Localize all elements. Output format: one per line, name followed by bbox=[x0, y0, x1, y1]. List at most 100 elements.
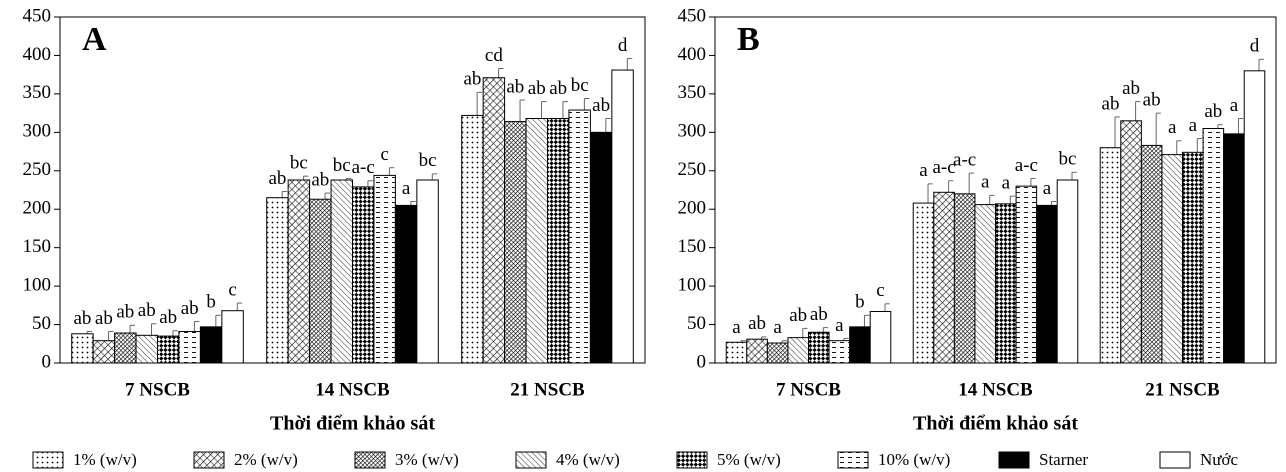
bar bbox=[266, 197, 289, 364]
significance-label: a bbox=[919, 160, 928, 181]
bar bbox=[330, 179, 353, 364]
y-tick-label: 400 bbox=[23, 44, 52, 65]
significance-label: a-c bbox=[953, 149, 976, 170]
significance-label: a bbox=[981, 172, 990, 193]
legend-label: 4% (w/v) bbox=[556, 450, 620, 469]
y-tick-label: 50 bbox=[32, 313, 51, 334]
bar bbox=[157, 335, 180, 364]
bar bbox=[221, 310, 244, 364]
legend-swatch bbox=[193, 451, 225, 469]
legend-label: 2% (w/v) bbox=[234, 450, 298, 469]
x-tick-label: 21 NSCB bbox=[1145, 379, 1220, 400]
bar bbox=[135, 334, 159, 364]
x-axis-title: Thời điểm khảo sát bbox=[913, 413, 1078, 435]
significance-label: ab bbox=[268, 168, 286, 189]
significance-label: d bbox=[1250, 36, 1260, 57]
significance-label: a bbox=[773, 317, 782, 338]
significance-label: ab bbox=[810, 304, 828, 325]
bar bbox=[1223, 133, 1245, 364]
bar bbox=[746, 338, 768, 364]
bar bbox=[309, 198, 332, 364]
significance-label: c bbox=[228, 279, 236, 300]
significance-label: a bbox=[1189, 115, 1198, 136]
bar bbox=[114, 332, 137, 364]
significance-label: cd bbox=[485, 45, 503, 66]
bar bbox=[92, 340, 116, 364]
x-tick-label: 7 NSCB bbox=[776, 379, 841, 400]
y-tick-label: 150 bbox=[23, 236, 52, 257]
bar bbox=[953, 193, 976, 364]
significance-label: b bbox=[855, 292, 865, 313]
x-tick-label: 7 NSCB bbox=[125, 379, 190, 400]
bar bbox=[461, 114, 484, 364]
bar bbox=[912, 202, 935, 364]
y-tick-label: 250 bbox=[23, 159, 52, 180]
legend-label: Starner bbox=[1039, 450, 1088, 469]
bar bbox=[287, 179, 311, 364]
x-tick-label: 21 NSCB bbox=[510, 379, 585, 400]
bar bbox=[525, 117, 548, 364]
significance-label: bc bbox=[571, 75, 589, 96]
significance-label: ab bbox=[748, 313, 766, 334]
bar bbox=[1015, 185, 1038, 364]
bar bbox=[808, 331, 830, 364]
significance-label: a bbox=[402, 178, 411, 199]
significance-label: ab bbox=[528, 78, 546, 99]
significance-label: ab bbox=[159, 307, 177, 328]
bar bbox=[71, 333, 94, 364]
panel-label: B bbox=[737, 21, 760, 58]
bar bbox=[995, 203, 1017, 364]
panel-label: A bbox=[82, 21, 107, 58]
y-tick-label: 350 bbox=[678, 82, 707, 103]
y-tick-label: 250 bbox=[678, 159, 707, 180]
bar bbox=[787, 337, 809, 364]
significance-label: ab bbox=[463, 69, 481, 90]
bar bbox=[178, 330, 201, 364]
y-tick-label: 200 bbox=[23, 198, 52, 219]
bar bbox=[416, 179, 439, 364]
x-axis-title: Thời điểm khảo sát bbox=[270, 413, 435, 435]
bar bbox=[504, 121, 527, 364]
significance-label: bc bbox=[419, 150, 437, 171]
bar bbox=[482, 77, 506, 364]
legend-swatch bbox=[676, 451, 708, 469]
significance-label: ab bbox=[506, 76, 524, 97]
bar bbox=[568, 109, 591, 364]
significance-label: a bbox=[1043, 178, 1052, 199]
bar bbox=[394, 204, 418, 364]
legend-label: Nước bbox=[1200, 450, 1238, 469]
y-tick-label: 450 bbox=[23, 5, 52, 26]
bar bbox=[1161, 154, 1184, 364]
legend-swatch bbox=[32, 451, 64, 469]
bar bbox=[589, 131, 613, 364]
significance-label: ab bbox=[95, 308, 113, 329]
bar bbox=[611, 69, 634, 364]
y-tick-label: 300 bbox=[23, 121, 52, 142]
bar bbox=[1056, 179, 1079, 364]
significance-label: a bbox=[732, 317, 741, 338]
significance-label: c bbox=[380, 144, 388, 165]
y-tick-label: 50 bbox=[687, 313, 706, 334]
significance-label: ab bbox=[73, 308, 91, 329]
significance-label: d bbox=[618, 35, 628, 56]
bar bbox=[352, 186, 375, 364]
significance-label: ab bbox=[549, 78, 567, 99]
significance-label: ab bbox=[311, 169, 329, 190]
significance-label: a-c bbox=[932, 157, 955, 178]
significance-label: ab bbox=[789, 305, 807, 326]
y-tick-label: 0 bbox=[42, 351, 52, 372]
y-tick-label: 150 bbox=[678, 236, 707, 257]
bar bbox=[933, 191, 955, 364]
y-tick-label: 0 bbox=[697, 351, 707, 372]
legend-swatch bbox=[1159, 451, 1191, 469]
legend-swatch bbox=[354, 451, 386, 469]
bar bbox=[547, 117, 570, 364]
significance-label: ab bbox=[1122, 78, 1140, 99]
significance-label: ab bbox=[1102, 93, 1120, 114]
legend-label: 1% (w/v) bbox=[73, 450, 137, 469]
bar bbox=[1202, 127, 1225, 364]
bar bbox=[869, 310, 892, 364]
bar bbox=[766, 342, 789, 364]
y-tick-label: 450 bbox=[678, 5, 707, 26]
